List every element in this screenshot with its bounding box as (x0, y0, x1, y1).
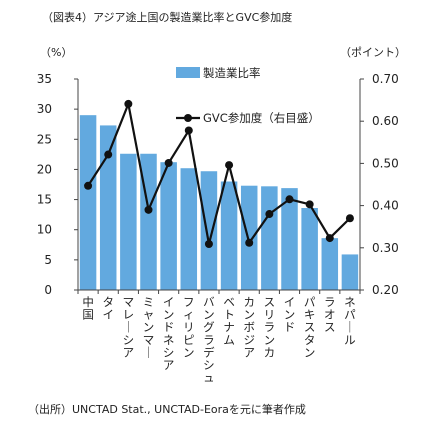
bar (220, 181, 238, 290)
left-tick-label: 20 (37, 162, 52, 176)
source-note: （出所）UNCTAD Stat., UNCTAD-Eoraを元に筆者作成 (28, 403, 306, 416)
legend-bar-swatch (176, 67, 200, 78)
gvc-point (204, 240, 213, 249)
left-tick-label: 0 (44, 283, 52, 297)
category-label: パキスタン (304, 295, 316, 359)
category-label: インド (284, 295, 296, 334)
axes: 0 5 10 15 20 25 30 35 0.20 0.30 0.40 0.50 0.60 0.70 (37, 72, 399, 297)
gvc-point (124, 99, 133, 108)
legend-line-label: GVC参加度（右目盛） (203, 111, 320, 125)
bar (301, 208, 318, 290)
bar (99, 125, 117, 290)
category-label: ラオス (324, 295, 336, 334)
bar (341, 254, 359, 290)
gvc-point (164, 158, 173, 167)
gvc-point (285, 195, 294, 204)
legend-line-marker (184, 114, 192, 122)
bar (261, 186, 278, 290)
category-label: カンボジア (243, 295, 255, 359)
chart-title: （図表4）アジア途上国の製造業比率とGVC参加度 (42, 11, 293, 24)
category-label: スリランカ (264, 295, 276, 359)
category-label: ミャンマ｜ (143, 295, 155, 359)
bar (160, 162, 177, 290)
left-tick-label: 15 (37, 193, 52, 207)
bar (281, 188, 298, 290)
right-tick-label: 0.50 (372, 156, 399, 170)
gvc-point (345, 214, 354, 223)
right-tick-label: 0.30 (372, 241, 399, 255)
category-label: マレ｜シア (123, 295, 135, 359)
bar (321, 238, 339, 290)
left-tick-label: 25 (37, 132, 52, 146)
gvc-point (225, 161, 234, 170)
gvc-point (305, 200, 314, 209)
category-label: フィリピン (183, 295, 195, 359)
bar (79, 115, 97, 291)
right-tick-label: 0.40 (372, 199, 399, 213)
left-tick-label: 35 (37, 72, 52, 86)
right-tick-label: 0.20 (372, 283, 399, 297)
gvc-point (104, 150, 113, 159)
bar (180, 168, 198, 290)
gvc-point (184, 126, 193, 135)
right-axis-unit: （ポイント） (340, 46, 406, 59)
bar (120, 153, 137, 290)
category-label: ネパ｜ル (344, 295, 356, 347)
bar-series (79, 115, 359, 291)
category-label: バングラデシュ (203, 295, 215, 385)
line-series (84, 99, 354, 249)
left-tick-label: 10 (37, 223, 52, 237)
category-label: タイ (102, 295, 114, 322)
left-tick-label: 5 (44, 253, 52, 267)
legend: 製造業比率 GVC参加度（右目盛） (176, 66, 320, 125)
category-label: 中国 (82, 295, 94, 322)
bar (200, 171, 218, 290)
gvc-point (144, 205, 153, 214)
gvc-point (245, 238, 254, 247)
bar (240, 185, 258, 290)
category-label: インドネシア (163, 295, 175, 372)
gvc-point (325, 234, 334, 243)
right-tick-label: 0.70 (372, 72, 399, 86)
left-axis-unit: （%） (40, 46, 73, 59)
gvc-point (265, 210, 274, 219)
gvc-point (84, 181, 93, 190)
category-label: ベトナム (223, 295, 235, 347)
right-tick-label: 0.60 (372, 114, 399, 128)
legend-bar-label: 製造業比率 (203, 66, 261, 80)
left-tick-label: 30 (37, 102, 52, 116)
